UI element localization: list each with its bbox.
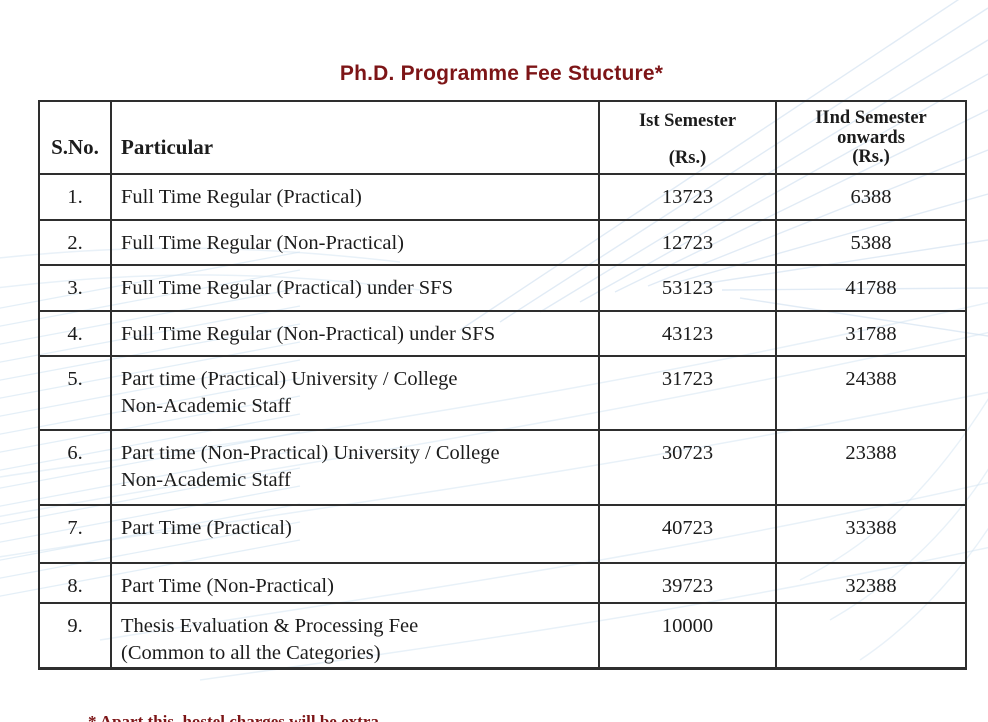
cell-particular: Full Time Regular (Non-Practical) — [110, 219, 600, 266]
cell-sem2-fee: 31788 — [775, 310, 967, 357]
cell-particular: Thesis Evaluation & Processing Fee (Comm… — [110, 602, 600, 670]
cell-sno: 1. — [38, 173, 112, 221]
cell-sem2-fee — [775, 602, 967, 670]
table-row: 1. Full Time Regular (Practical) 13723 6… — [38, 173, 967, 221]
cell-sem2-fee: 33388 — [775, 504, 967, 564]
cell-sno: 5. — [38, 355, 112, 431]
cell-sno: 6. — [38, 429, 112, 506]
second-semester-unit: (Rs.) — [852, 147, 890, 167]
cell-sem2-fee: 5388 — [775, 219, 967, 266]
cell-sem1-fee: 43123 — [598, 310, 777, 357]
page-title: Ph.D. Programme Fee Stucture* — [339, 62, 664, 85]
cell-sem1-fee: 53123 — [598, 264, 777, 312]
cell-particular: Full Time Regular (Practical) under SFS — [110, 264, 600, 312]
cell-sno: 7. — [38, 504, 112, 564]
table-row: 5. Part time (Practical) University / Co… — [38, 355, 967, 431]
cell-sno: 4. — [38, 310, 112, 357]
table-row: 2. Full Time Regular (Non-Practical) 127… — [38, 219, 967, 266]
cell-particular: Part time (Practical) University / Colle… — [110, 355, 600, 431]
footnote: * Apart this, hostel charges will be ext… — [88, 712, 379, 722]
table-row: 7. Part Time (Practical) 40723 33388 — [38, 504, 967, 564]
cell-sem1-fee: 10000 — [598, 602, 777, 670]
second-semester-sublabel: onwards — [837, 127, 905, 148]
cell-particular: Part Time (Non-Practical) — [110, 562, 600, 604]
cell-particular: Part Time (Practical) — [110, 504, 600, 564]
fee-structure-table: S.No. Particular Ist Semester (Rs.) IInd… — [38, 100, 967, 670]
cell-sno: 8. — [38, 562, 112, 604]
cell-sem1-fee: 40723 — [598, 504, 777, 564]
first-semester-label: Ist Semester — [638, 111, 737, 131]
first-semester-unit: (Rs.) — [668, 148, 707, 168]
cell-sem1-fee: 13723 — [598, 173, 777, 221]
table-row: 8. Part Time (Non-Practical) 39723 32388 — [38, 562, 967, 604]
table-row: 4. Full Time Regular (Non-Practical) und… — [38, 310, 967, 357]
table-row: 3. Full Time Regular (Practical) under S… — [38, 264, 967, 312]
cell-sno: 9. — [38, 602, 112, 670]
cell-sem1-fee: 30723 — [598, 429, 777, 506]
cell-sem1-fee: 39723 — [598, 562, 777, 604]
cell-particular: Part time (Non-Practical) University / C… — [110, 429, 600, 506]
cell-particular: Full Time Regular (Practical) — [110, 173, 600, 221]
col-header-second-semester: IInd Semester onwards (Rs.) — [775, 100, 967, 175]
cell-sem2-fee: 23388 — [775, 429, 967, 506]
cell-sem1-fee: 12723 — [598, 219, 777, 266]
cell-sem2-fee: 6388 — [775, 173, 967, 221]
cell-sem2-fee: 24388 — [775, 355, 967, 431]
cell-sem2-fee: 41788 — [775, 264, 967, 312]
cell-particular: Full Time Regular (Non-Practical) under … — [110, 310, 600, 357]
second-semester-label: IInd Semester — [815, 108, 927, 128]
table-header-row: S.No. Particular Ist Semester (Rs.) IInd… — [38, 100, 967, 175]
table-row: 6. Part time (Non-Practical) University … — [38, 429, 967, 506]
cell-sem1-fee: 31723 — [598, 355, 777, 431]
fee-table-body: 1. Full Time Regular (Practical) 13723 6… — [38, 173, 967, 670]
cell-sem2-fee: 32388 — [775, 562, 967, 604]
table-row: 9. Thesis Evaluation & Processing Fee (C… — [38, 602, 967, 670]
col-header-first-semester: Ist Semester (Rs.) — [598, 100, 777, 175]
cell-sno: 3. — [38, 264, 112, 312]
col-header-sno: S.No. — [38, 100, 112, 175]
col-header-particular: Particular — [110, 100, 600, 175]
cell-sno: 2. — [38, 219, 112, 266]
